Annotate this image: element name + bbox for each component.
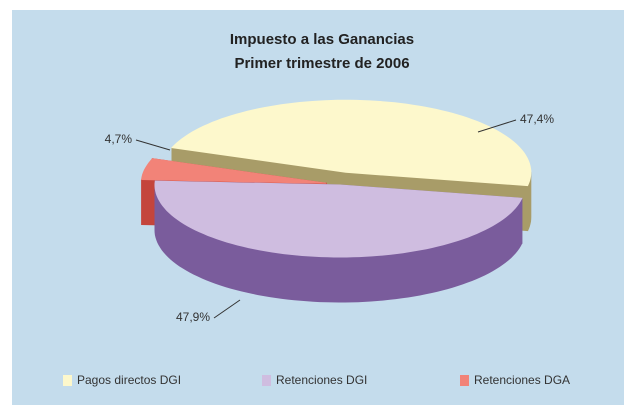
- data-label: 4,7%: [105, 132, 133, 146]
- leader-line: [135, 139, 171, 151]
- legend-swatch: [63, 375, 72, 386]
- leader-line: [477, 119, 517, 133]
- legend-swatch: [460, 375, 469, 386]
- legend-label: Pagos directos DGI: [77, 373, 181, 387]
- chart-subtitle: Primer trimestre de 2006: [234, 55, 409, 72]
- legend-label: Retenciones DGI: [276, 373, 367, 387]
- slice: [141, 158, 327, 184]
- leader-line: [213, 299, 241, 319]
- data-label: 47,9%: [176, 310, 210, 324]
- data-label: 47,4%: [520, 112, 554, 126]
- chart-title: Impuesto a las Ganancias: [230, 31, 414, 48]
- legend-swatch: [262, 375, 271, 386]
- legend-label: Retenciones DGA: [474, 373, 570, 387]
- slice: [154, 180, 523, 258]
- slice: [170, 99, 532, 187]
